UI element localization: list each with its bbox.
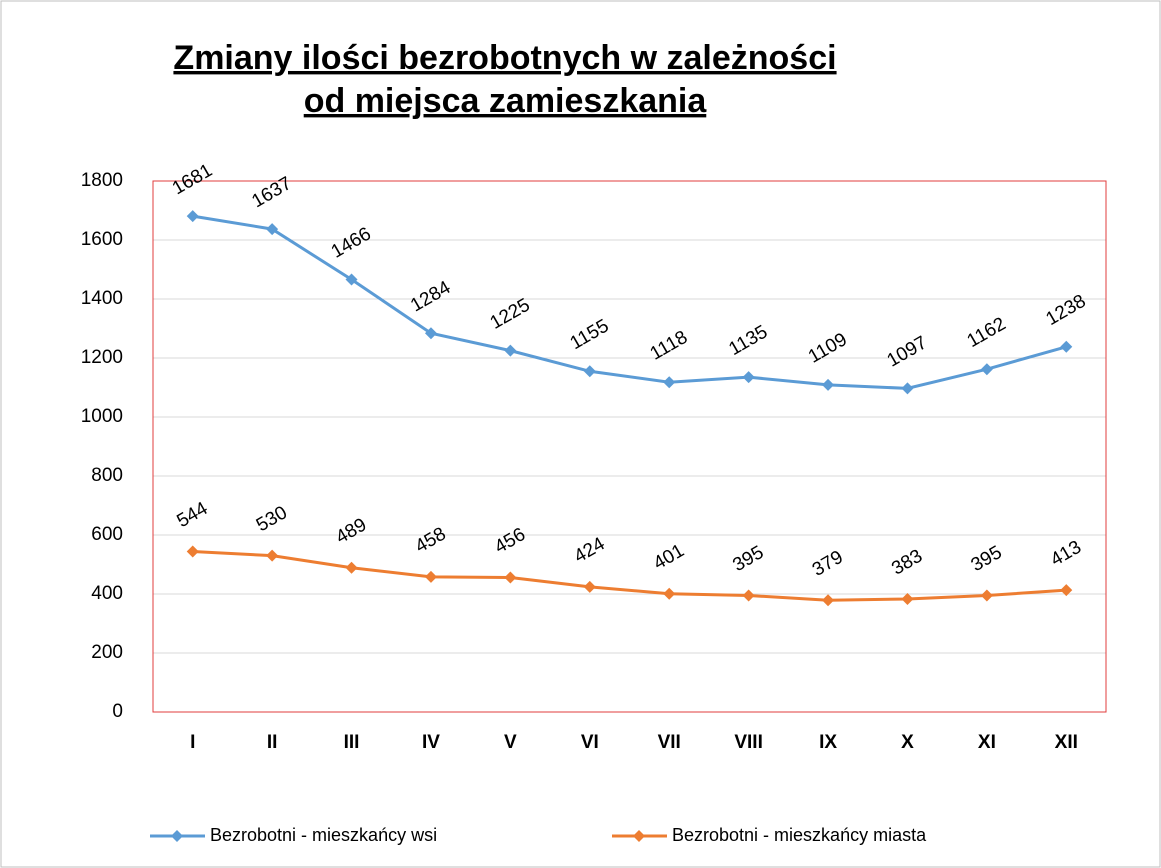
y-tick-label: 600 [91, 524, 123, 545]
plot-border [152, 180, 1107, 713]
point [583, 580, 596, 593]
legend-label: Bezrobotni - mieszkańcy wsi [210, 825, 437, 845]
y-tick-label: 800 [91, 465, 123, 486]
legend-marker [633, 830, 645, 842]
point [822, 378, 835, 391]
point [1060, 340, 1073, 353]
x-tick-label: V [504, 732, 517, 753]
x-tick-label: VII [658, 732, 681, 753]
point [504, 344, 517, 357]
point [186, 545, 199, 558]
series-line [192, 550, 1067, 602]
point [583, 365, 596, 378]
point [424, 327, 437, 340]
chart-title: Zmiany ilości bezrobotnych w zależności [173, 39, 836, 77]
x-tick-label: IV [422, 732, 440, 753]
point [901, 593, 914, 606]
x-tick-label: IX [819, 732, 837, 753]
x-tick-label: I [190, 732, 195, 753]
legend-marker [171, 830, 183, 842]
x-tick-label: XI [978, 732, 996, 753]
point [901, 382, 914, 395]
y-tick-label: 1000 [81, 406, 123, 427]
chart-title: od miejsca zamieszkania [304, 82, 708, 120]
point [980, 589, 993, 602]
x-tick-label: X [901, 732, 914, 753]
point [663, 376, 676, 389]
x-tick-label: VIII [734, 732, 763, 753]
point [186, 210, 199, 223]
y-tick-label: 200 [91, 642, 123, 663]
point [980, 363, 993, 376]
point [424, 570, 437, 583]
y-tick-label: 1600 [81, 229, 123, 250]
x-tick-label: II [267, 732, 278, 753]
point [663, 587, 676, 600]
point [345, 561, 358, 574]
point [504, 571, 517, 584]
point [266, 223, 279, 236]
point [345, 273, 358, 286]
point [1060, 584, 1073, 597]
point [742, 589, 755, 602]
legend-label: Bezrobotni - mieszkańcy miasta [672, 825, 927, 845]
x-tick-label: III [344, 732, 360, 753]
y-tick-label: 1200 [81, 347, 123, 368]
y-tick-label: 0 [112, 701, 123, 722]
point [822, 594, 835, 607]
y-tick-label: 1800 [81, 170, 123, 191]
point [266, 549, 279, 562]
y-tick-label: 1400 [81, 288, 123, 309]
x-tick-label: VI [581, 732, 599, 753]
series-line [192, 214, 1067, 390]
y-tick-label: 400 [91, 583, 123, 604]
point [742, 371, 755, 384]
x-tick-label: XII [1055, 732, 1078, 753]
